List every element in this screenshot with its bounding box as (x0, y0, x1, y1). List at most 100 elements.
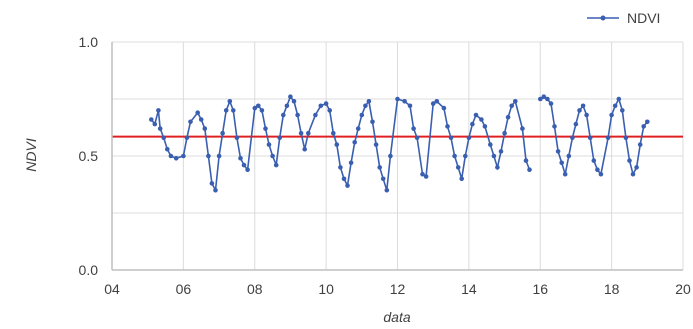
y-tick-label: 1.0 (79, 34, 99, 50)
x-tick-label: 04 (104, 281, 120, 297)
data-point (616, 96, 622, 102)
data-point (463, 153, 468, 159)
data-point (541, 94, 547, 99)
data-point (298, 130, 304, 136)
data-point (555, 149, 561, 154)
data-point (202, 126, 208, 131)
data-point (327, 108, 333, 113)
data-point (165, 146, 170, 152)
data-point (295, 112, 300, 118)
axes: 04 06 08 10 12 14 16 18 20 0.0 0.5 1.0 (79, 34, 691, 297)
data-point (641, 124, 646, 129)
data-point (505, 114, 511, 120)
series-line-segment (539, 95, 648, 177)
data-point (620, 108, 625, 113)
x-tick-label: 12 (390, 281, 406, 297)
data-point (513, 99, 518, 104)
data-point (414, 135, 420, 141)
data-point (645, 119, 650, 125)
data-point (598, 171, 604, 177)
data-point (181, 153, 186, 159)
data-point (580, 103, 586, 109)
data-point (355, 126, 361, 131)
data-point (352, 140, 358, 145)
data-point (473, 112, 479, 118)
legend: NDVI (587, 10, 660, 26)
x-tick-label: 10 (318, 281, 334, 297)
data-point (156, 108, 161, 113)
y-tick-label: 0.0 (79, 262, 99, 278)
data-point (291, 99, 297, 104)
data-point (420, 171, 425, 177)
x-tick-label: 16 (532, 281, 548, 297)
data-point (206, 153, 211, 159)
data-point (448, 135, 454, 141)
data-point (331, 130, 336, 136)
data-point (430, 101, 436, 106)
data-point (252, 105, 258, 111)
data-point (498, 149, 504, 154)
data-point (407, 103, 413, 109)
data-point (184, 135, 190, 141)
grid-lines (112, 41, 684, 270)
data-point (370, 119, 375, 125)
data-point (259, 108, 265, 113)
data-point (245, 167, 250, 172)
data-point (220, 130, 225, 136)
data-point (149, 117, 154, 122)
data-point (348, 160, 354, 166)
data-point (313, 112, 318, 118)
data-point (241, 162, 247, 168)
data-point (488, 142, 493, 147)
data-point (552, 124, 557, 129)
legend-marker (600, 15, 606, 21)
x-tick-label: 18 (604, 281, 620, 297)
data-point (395, 96, 400, 102)
x-tick-label: 06 (176, 281, 192, 297)
data-point (281, 112, 286, 118)
data-point (345, 183, 350, 188)
data-point (502, 130, 507, 136)
data-point (380, 176, 386, 182)
data-point (157, 126, 163, 131)
data-point (323, 101, 329, 106)
data-point (231, 108, 236, 113)
series-line-segment (150, 95, 531, 193)
data-point (459, 176, 465, 182)
data-point (213, 187, 218, 193)
data-point (270, 153, 275, 159)
data-point (605, 135, 611, 141)
data-point (559, 160, 564, 166)
data-point (277, 135, 283, 141)
data-point (334, 142, 340, 147)
data-point (595, 167, 600, 172)
x-tick-label: 14 (461, 281, 477, 297)
data-point (363, 103, 368, 109)
data-point (273, 162, 279, 168)
data-point (612, 103, 618, 109)
data-point (609, 112, 614, 118)
data-point (302, 146, 308, 152)
data-point (577, 108, 582, 113)
data-point (538, 96, 543, 102)
data-point (366, 99, 372, 104)
x-tick-label: 20 (675, 281, 691, 297)
data-point (441, 105, 447, 111)
data-point (306, 130, 311, 136)
data-point (384, 187, 390, 193)
data-point (359, 112, 365, 118)
data-point (434, 99, 440, 104)
data-point (445, 124, 450, 129)
data-point (377, 165, 383, 170)
data-point (173, 156, 179, 161)
data-point (509, 103, 514, 109)
y-axis-title: NDVI (23, 138, 39, 172)
x-axis-title: data (383, 309, 410, 325)
data-point (562, 171, 568, 177)
data-point (566, 153, 572, 159)
data-point (168, 153, 174, 159)
data-point (216, 153, 222, 159)
data-point (263, 126, 268, 131)
data-point (587, 135, 593, 141)
